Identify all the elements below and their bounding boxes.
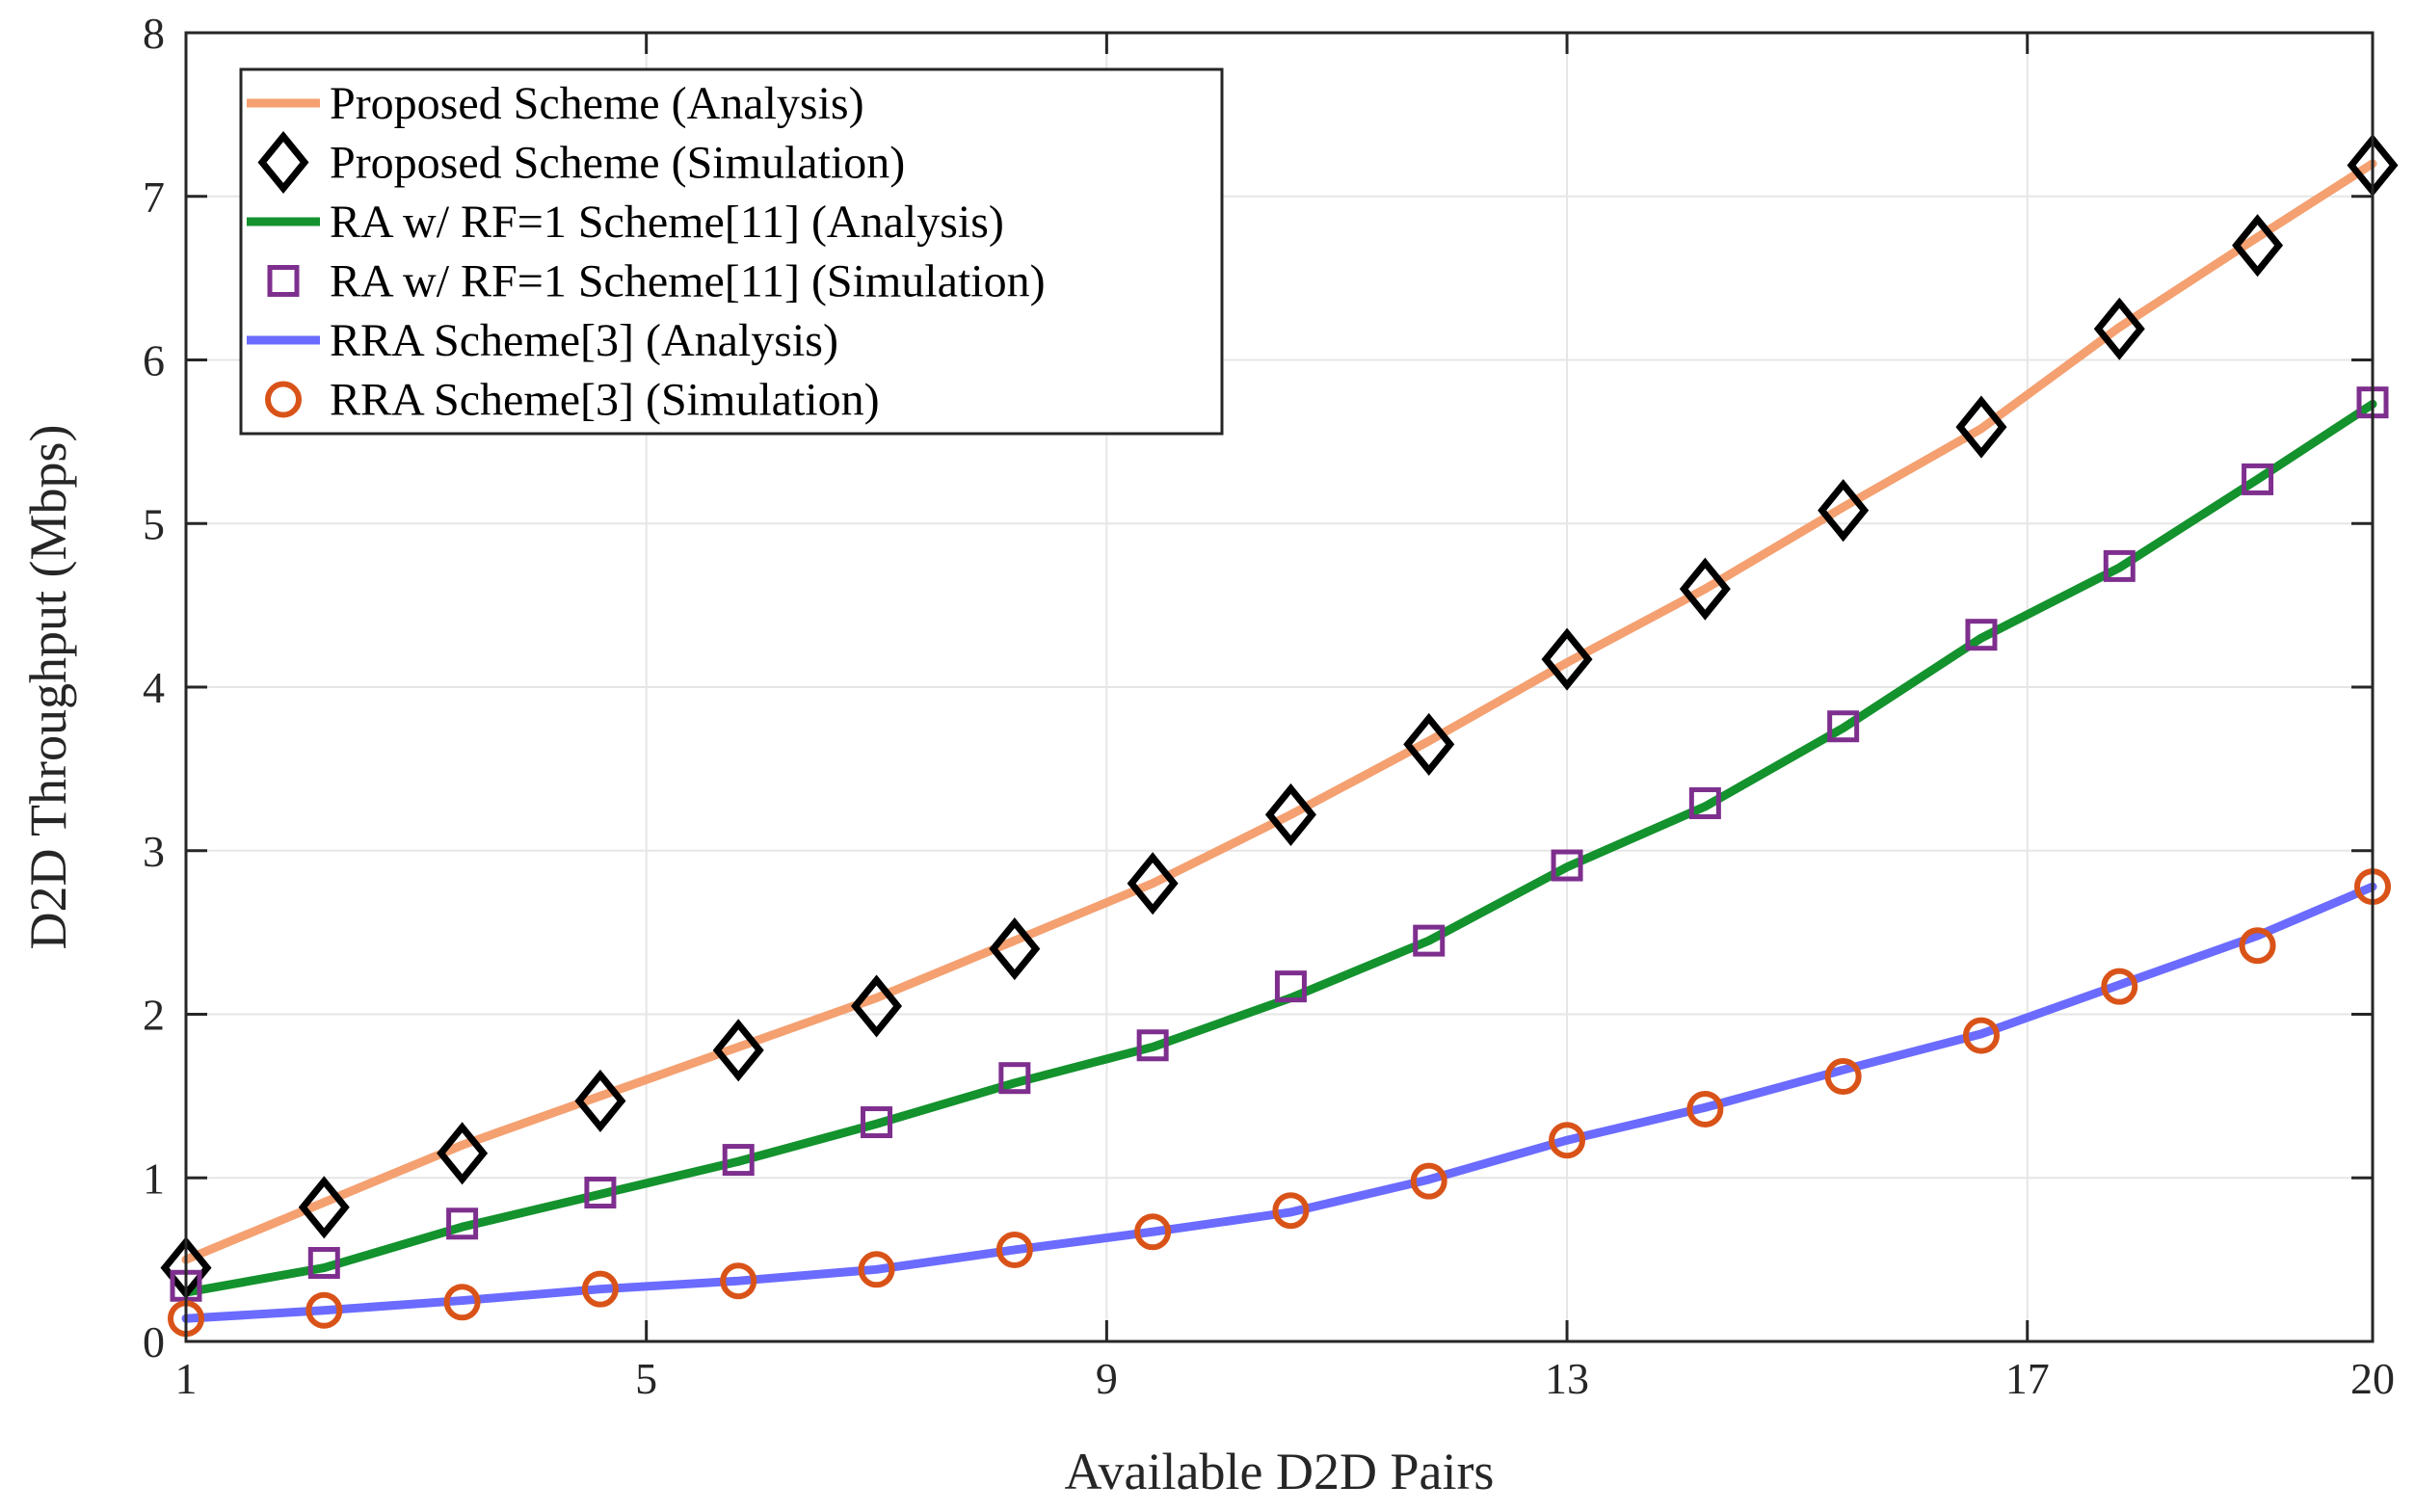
y-axis-label: D2D Throughput (Mbps)	[19, 425, 77, 950]
x-tick-label: 20	[2350, 1354, 2395, 1403]
legend-label: Proposed Scheme (Simulation)	[330, 138, 905, 189]
series-0	[181, 159, 2377, 1264]
data-point	[1403, 712, 1455, 776]
data-point	[722, 1144, 755, 1177]
x-tick-label: 17	[2005, 1354, 2050, 1403]
data-point	[1679, 557, 1731, 621]
legend-marker-swatch	[265, 381, 302, 418]
series-line	[181, 399, 2377, 1297]
x-tick-label: 9	[1096, 1354, 1118, 1403]
data-point	[1413, 924, 1446, 957]
legend-item: RRA Scheme[3] (Analysis)	[247, 315, 838, 366]
data-point	[1827, 710, 1860, 743]
x-tick-label: 13	[1545, 1354, 1589, 1403]
data-point	[861, 1106, 893, 1139]
data-point	[712, 1019, 764, 1082]
data-point	[1272, 1192, 1310, 1230]
data-point	[858, 1251, 895, 1288]
y-tick-label: 5	[143, 499, 165, 548]
legend-item: RA w/ RF=1 Scheme[11] (Simulation)	[267, 256, 1046, 307]
data-point	[1541, 627, 1593, 691]
data-point	[1410, 1162, 1447, 1200]
data-point	[584, 1177, 617, 1209]
data-point	[1824, 1058, 1862, 1096]
series-markers-5	[168, 868, 2391, 1338]
y-tick-label: 6	[143, 336, 165, 385]
data-point	[305, 1291, 343, 1329]
data-point	[1127, 852, 1179, 915]
x-tick-label: 5	[635, 1354, 657, 1403]
data-point	[720, 1262, 757, 1300]
y-tick-label: 3	[143, 827, 165, 876]
data-point	[2239, 927, 2276, 965]
legend-label: Proposed Scheme (Analysis)	[330, 78, 864, 129]
data-point	[443, 1284, 481, 1321]
data-point	[581, 1270, 619, 1308]
data-point	[995, 1231, 1033, 1268]
legend-label: RA w/ RF=1 Scheme[11] (Analysis)	[330, 197, 1004, 248]
data-point	[1818, 479, 1870, 543]
data-point	[446, 1207, 479, 1240]
data-point	[1688, 787, 1721, 820]
series-line	[181, 882, 2377, 1323]
series-4	[181, 882, 2377, 1323]
data-point	[851, 974, 903, 1038]
x-tick-label: 1	[175, 1354, 198, 1403]
legend: Proposed Scheme (Analysis) Proposed Schem…	[239, 67, 1224, 436]
data-point	[1551, 849, 1583, 882]
y-tick-label: 0	[143, 1317, 165, 1366]
data-point	[1136, 1029, 1169, 1062]
plot-series	[160, 133, 2399, 1338]
legend-label: RRA Scheme[3] (Analysis)	[330, 315, 838, 366]
y-tick-label: 8	[143, 9, 165, 58]
x-axis-label: Available D2D Pairs	[1065, 1443, 1495, 1500]
data-point	[2232, 214, 2284, 278]
legend-label: RA w/ RF=1 Scheme[11] (Simulation)	[330, 256, 1046, 307]
data-point	[989, 917, 1041, 981]
legend-marker-swatch	[257, 130, 309, 195]
data-point	[437, 1122, 489, 1185]
data-point	[2093, 297, 2145, 360]
data-point	[1549, 1122, 1586, 1159]
data-point	[1264, 783, 1316, 846]
data-point	[307, 1247, 340, 1280]
data-point	[2103, 549, 2136, 582]
y-tick-label: 4	[143, 663, 165, 712]
data-point	[1955, 395, 2007, 459]
series-2	[181, 399, 2377, 1297]
legend-box	[239, 67, 1224, 436]
y-tick-label: 7	[143, 172, 165, 222]
series-markers-1	[160, 133, 2399, 1300]
legend-item: Proposed Scheme (Analysis)	[247, 78, 864, 129]
data-point	[2101, 968, 2138, 1005]
series-line	[181, 159, 2377, 1264]
data-point	[1686, 1090, 1724, 1127]
data-point	[1134, 1213, 1172, 1251]
legend-item: Proposed Scheme (Simulation)	[257, 130, 905, 195]
y-tick-label: 1	[143, 1154, 165, 1203]
data-point	[298, 1176, 350, 1239]
y-tick-label: 2	[143, 991, 165, 1040]
legend-item: RA w/ RF=1 Scheme[11] (Analysis)	[247, 197, 1004, 248]
legend-label: RRA Scheme[3] (Simulation)	[330, 375, 880, 426]
data-point	[998, 1062, 1031, 1095]
axes	[184, 31, 2375, 1343]
data-point	[1274, 970, 1307, 1003]
data-point	[1965, 619, 1998, 651]
legend-marker-swatch	[267, 265, 300, 297]
data-point	[1962, 1017, 2000, 1054]
legend-item: RRA Scheme[3] (Simulation)	[265, 375, 880, 426]
series-markers-3	[170, 386, 2389, 1302]
data-point	[2242, 463, 2274, 495]
data-point	[574, 1069, 626, 1133]
